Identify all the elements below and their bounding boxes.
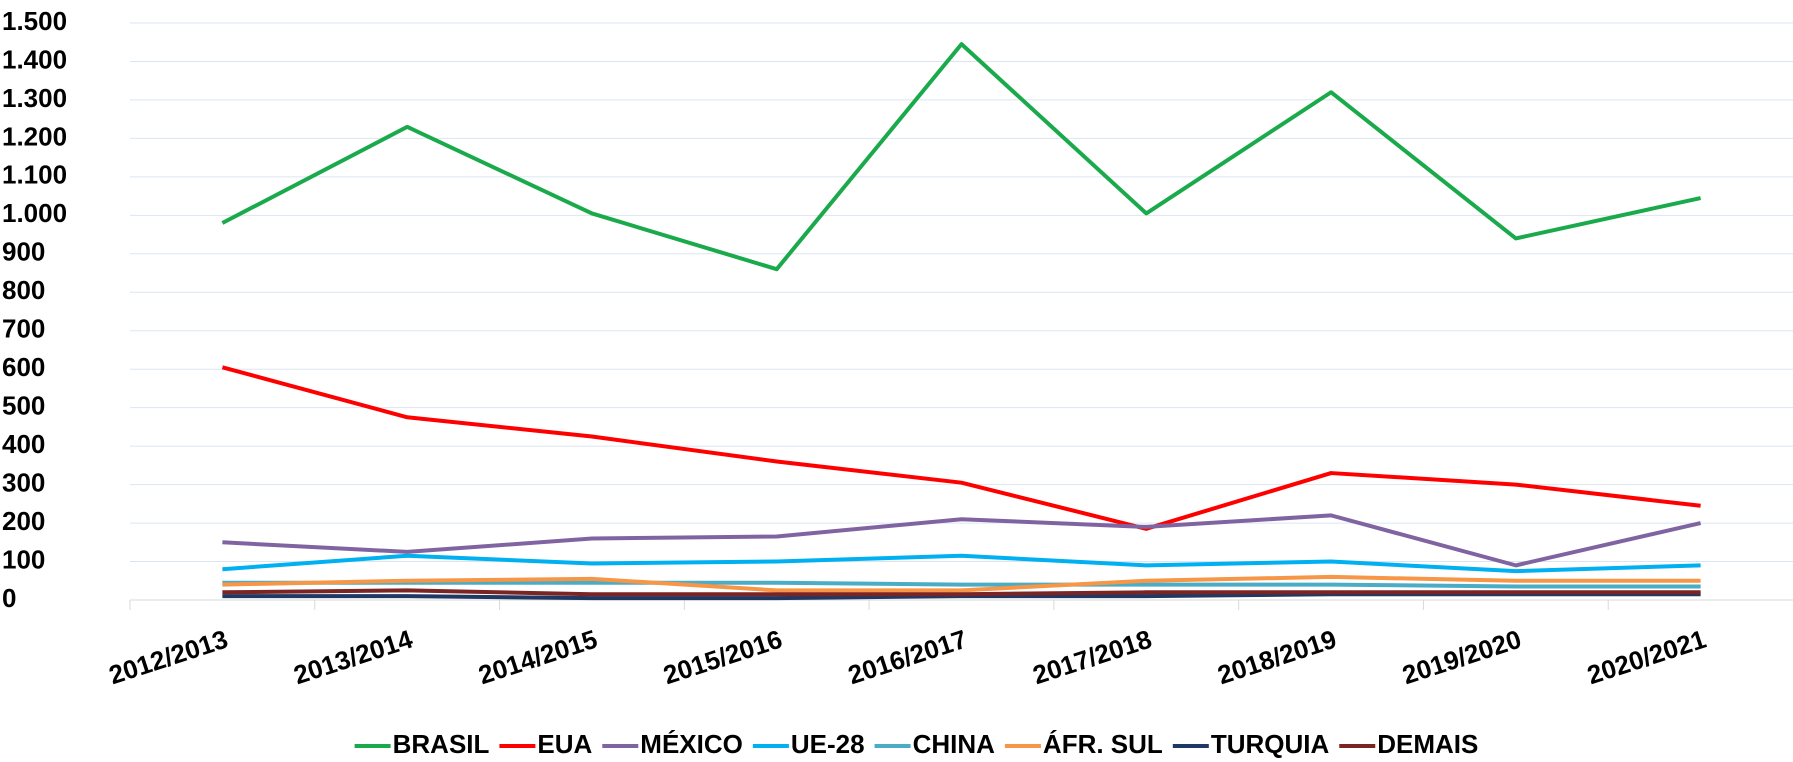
y-tick-label: 600 — [2, 352, 45, 382]
y-tick-label: 1.300 — [2, 83, 67, 113]
y-tick-label: 1.200 — [2, 121, 67, 151]
y-tick-label: 400 — [2, 429, 45, 459]
x-tick-label: 2013/2014 — [290, 624, 417, 691]
y-tick-label: 1.500 — [2, 6, 67, 36]
legend-label: MÉXICO — [640, 729, 743, 759]
y-tick-label: 0 — [2, 583, 16, 613]
y-tick-label: 900 — [2, 237, 45, 267]
legend-label: EUA — [537, 729, 592, 759]
series-line — [222, 580, 1701, 589]
legend-label: TURQUIA — [1211, 729, 1330, 759]
legend-label: DEMAIS — [1377, 729, 1478, 759]
legend-label: BRASIL — [393, 729, 490, 759]
x-tick-label: 2019/2020 — [1399, 624, 1525, 691]
x-tick-label: 2012/2013 — [105, 624, 231, 691]
y-tick-label: 500 — [2, 391, 45, 421]
y-tick-label: 800 — [2, 275, 45, 305]
series-line — [222, 574, 1701, 593]
x-tick-label: 2016/2017 — [844, 624, 970, 691]
x-tick-label: 2017/2018 — [1029, 624, 1155, 691]
series-line — [222, 513, 1702, 568]
y-tick-label: 300 — [2, 467, 45, 497]
series-line — [221, 42, 1702, 272]
series-line — [222, 588, 1701, 597]
y-tick-label: 1.000 — [2, 198, 67, 228]
y-tick-label: 700 — [2, 314, 45, 344]
x-tick-label: 2020/2021 — [1583, 624, 1709, 691]
x-tick-label: 2018/2019 — [1214, 624, 1340, 691]
legend-label: CHINA — [913, 729, 996, 759]
series-line — [222, 553, 1701, 574]
x-tick-label: 2015/2016 — [660, 624, 786, 691]
legend-label: UE-28 — [791, 729, 865, 759]
series-line — [221, 365, 1701, 531]
y-tick-label: 200 — [2, 506, 45, 536]
y-tick-label: 1.400 — [2, 44, 67, 74]
y-tick-label: 100 — [2, 544, 45, 574]
y-tick-label: 1.100 — [2, 160, 67, 190]
legend-label: ÁFR. SUL — [1043, 729, 1163, 759]
legend: BRASIL EUA MÉXICO UE-28 CHINA ÁFR. SUL TURQUIA… — [354, 729, 1478, 759]
x-tick-label: 2014/2015 — [475, 624, 601, 691]
